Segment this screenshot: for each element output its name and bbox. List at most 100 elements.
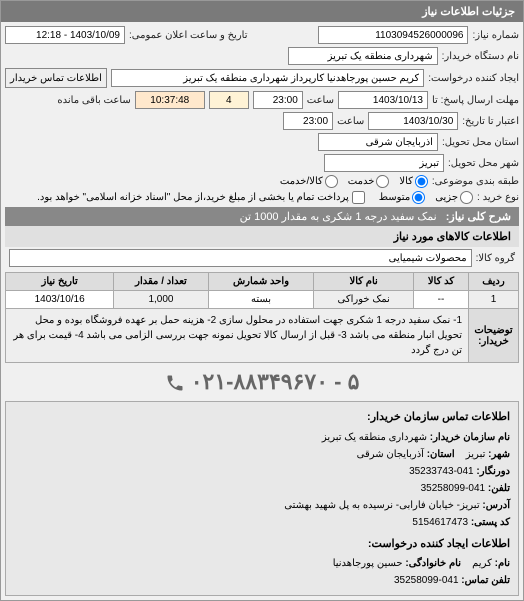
contact-cphone: 041-35258099 xyxy=(394,575,459,586)
contact-fax: 041-35233743 xyxy=(409,466,474,477)
city-label: شهر محل تحویل: xyxy=(448,158,519,169)
radio-partial[interactable]: جزیی xyxy=(435,191,473,204)
validity-label: اعتبار تا تاریخ: xyxy=(462,116,519,127)
settlement-checkbox-input[interactable] xyxy=(352,191,365,204)
radio-both[interactable]: کالا/خدمت xyxy=(280,175,338,188)
contact-box: اطلاعات تماس سازمان خریدار: نام سازمان خ… xyxy=(5,401,519,596)
contact-city: تبریز xyxy=(466,449,486,460)
row-category: طبقه بندی موضوعی: کالا خدمت کالا/خدمت xyxy=(5,175,519,188)
contact-name-line: نام: کریم نام خانوادگی: حسین پورجاهدنیا xyxy=(14,555,510,572)
td-date: 1403/10/16 xyxy=(6,291,114,309)
contact-lname: حسین پورجاهدنیا xyxy=(333,558,403,569)
remain-days-input xyxy=(209,91,249,109)
contact-fname: کریم xyxy=(472,558,492,569)
td-unit: بسته xyxy=(208,291,314,309)
contact-title: اطلاعات تماس سازمان خریدار: xyxy=(14,408,510,427)
row-requester: ایجاد کننده درخواست: اطلاعات تماس خریدار xyxy=(5,68,519,88)
settlement-checkbox[interactable]: پرداخت تمام یا بخشی از مبلغ خرید،از محل … xyxy=(37,191,365,204)
desc-label: توضیحات خریدار: xyxy=(469,309,519,363)
time-label-2: ساعت xyxy=(337,116,364,127)
contact-lname-label: نام خانوادگی: xyxy=(405,558,461,569)
td-row: 1 xyxy=(469,291,519,309)
group-label: گروه کالا: xyxy=(476,253,515,264)
contact-location-line: شهر: تبریز استان: آذربایجان شرقی xyxy=(14,446,510,463)
panel-title: جزئیات اطلاعات نیاز xyxy=(1,1,523,22)
phone-banner-text: ۰۲۱-۸۸۳۴۹۶۷۰ - ۵ xyxy=(191,369,360,394)
row-request-number: شماره نیاز: تاریخ و ساعت اعلان عمومی: xyxy=(5,26,519,44)
th-unit: واحد شمارش xyxy=(208,273,314,291)
summary-label: شرح کلی نیاز: xyxy=(446,211,511,223)
radio-both-input[interactable] xyxy=(325,175,338,188)
req-creator-title: اطلاعات ایجاد کننده درخواست: xyxy=(14,535,510,554)
td-name: نمک خوراکی xyxy=(314,291,414,309)
contact-phone-label: تلفن: xyxy=(488,483,510,494)
radio-service[interactable]: خدمت xyxy=(348,175,390,188)
contact-address-line: آدرس: تبریز- خیابان فارابی- نرسیده به پل… xyxy=(14,497,510,514)
province-label: استان محل تحویل: xyxy=(442,137,519,148)
panel-body: شماره نیاز: تاریخ و ساعت اعلان عمومی: نا… xyxy=(1,22,523,600)
contact-cphone-line: تلفن تماس: 041-35258099 xyxy=(14,572,510,589)
contact-phone-line: تلفن: 041-35258099 xyxy=(14,480,510,497)
province-input[interactable] xyxy=(318,133,438,151)
requester-label: ایجاد کننده درخواست: xyxy=(428,73,519,84)
radio-partial-label: جزیی xyxy=(435,192,458,203)
th-row: ردیف xyxy=(469,273,519,291)
contact-fax-label: دورنگار: xyxy=(476,466,510,477)
radio-partial-input[interactable] xyxy=(460,191,473,204)
validity-date-input[interactable] xyxy=(368,112,458,130)
deadline-label: مهلت ارسال پاسخ: تا xyxy=(432,95,519,106)
row-province: استان محل تحویل: xyxy=(5,133,519,151)
desc-text: 1- نمک سفید درجه 1 شکری جهت استفاده در م… xyxy=(6,309,469,363)
category-label: طبقه بندی موضوعی: xyxy=(432,176,519,187)
th-qty: تعداد / مقدار xyxy=(114,273,208,291)
radio-service-input[interactable] xyxy=(376,175,389,188)
announce-input[interactable] xyxy=(5,26,125,44)
validity-time-input[interactable] xyxy=(283,112,333,130)
th-date: تاریخ نیاز xyxy=(6,273,114,291)
contact-province: آذربایجان شرقی xyxy=(357,449,424,460)
contact-cphone-label: تلفن تماس: xyxy=(461,575,510,586)
radio-goods[interactable]: کالا xyxy=(399,175,428,188)
contact-org-label: نام سازمان خریدار: xyxy=(430,432,510,443)
row-city: شهر محل تحویل: xyxy=(5,154,519,172)
summary-text: نمک سفید درجه 1 شکری به مقدار 1000 تن xyxy=(240,211,437,223)
radio-medium-input[interactable] xyxy=(412,191,425,204)
remain-label: ساعت باقی مانده xyxy=(57,95,130,106)
city-input[interactable] xyxy=(324,154,444,172)
time-label-1: ساعت xyxy=(307,95,334,106)
remain-time-input xyxy=(135,91,205,109)
radio-medium[interactable]: متوسط xyxy=(379,191,425,204)
category-radio-group: کالا خدمت کالا/خدمت xyxy=(280,175,428,188)
contact-city-label: شهر: xyxy=(488,449,510,460)
desc-row: توضیحات خریدار: 1- نمک سفید درجه 1 شکری … xyxy=(6,309,519,363)
row-buy-type: نوع خرید : جزیی متوسط پرداخت تمام یا بخش… xyxy=(5,191,519,204)
td-qty: 1,000 xyxy=(114,291,208,309)
deadline-time-input[interactable] xyxy=(253,91,303,109)
req-no-input[interactable] xyxy=(318,26,468,44)
contact-fax-line: دورنگار: 041-35233743 xyxy=(14,463,510,480)
contact-phone: 041-35258099 xyxy=(421,483,486,494)
radio-both-label: کالا/خدمت xyxy=(280,176,323,187)
contact-province-label: استان: xyxy=(427,449,455,460)
goods-info-heading: اطلاعات کالاهای مورد نیاز xyxy=(5,226,519,247)
group-input[interactable] xyxy=(9,249,472,267)
td-code: -- xyxy=(413,291,468,309)
table-row[interactable]: 1 -- نمک خوراکی بسته 1,000 1403/10/16 xyxy=(6,291,519,309)
row-validity: اعتبار تا تاریخ: ساعت xyxy=(5,112,519,130)
phone-banner: ۰۲۱-۸۸۳۴۹۶۷۰ - ۵ xyxy=(5,363,519,397)
contact-postal: 5154617473 xyxy=(412,517,468,528)
details-panel: جزئیات اطلاعات نیاز شماره نیاز: تاریخ و … xyxy=(0,0,524,601)
buyer-org-label: نام دستگاه خریدار: xyxy=(442,51,519,62)
deadline-date-input[interactable] xyxy=(338,91,428,109)
buyer-org-input[interactable] xyxy=(288,47,438,65)
contact-postal-label: کد پستی: xyxy=(471,517,510,528)
row-deadline: مهلت ارسال پاسخ: تا ساعت ساعت باقی مانده xyxy=(5,91,519,109)
settlement-note: پرداخت تمام یا بخشی از مبلغ خرید،از محل … xyxy=(37,192,349,203)
requester-input[interactable] xyxy=(111,69,424,87)
contact-buyer-button[interactable]: اطلاعات تماس خریدار xyxy=(5,68,107,88)
radio-goods-input[interactable] xyxy=(415,175,428,188)
row-group: گروه کالا: xyxy=(5,247,519,269)
buy-type-label: نوع خرید : xyxy=(477,192,519,203)
phone-icon xyxy=(165,373,185,393)
announce-label: تاریخ و ساعت اعلان عمومی: xyxy=(129,30,248,41)
